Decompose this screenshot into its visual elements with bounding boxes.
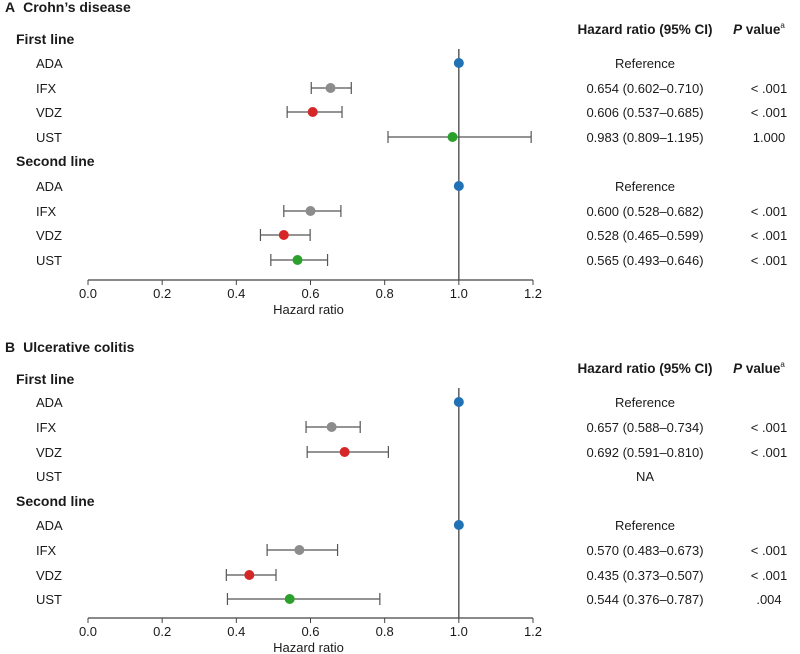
hr-ci-value: Reference — [615, 179, 675, 194]
panel-title-text: Ulcerative colitis — [23, 339, 134, 355]
p-value: < .001 — [751, 543, 788, 558]
p-value: .004 — [756, 592, 781, 607]
hr-ci-value: 0.570 (0.483–0.673) — [586, 543, 703, 558]
p-value-footnote-marker: a — [780, 360, 785, 369]
p-value-column-header: P valuea — [733, 21, 785, 37]
hr-ci-value: 0.606 (0.537–0.685) — [586, 105, 703, 120]
drug-label: VDZ — [36, 105, 62, 120]
hazard-ratio-point — [453, 397, 464, 407]
panel-title: A Crohn’s disease — [5, 0, 131, 15]
p-value: < .001 — [751, 445, 788, 460]
hazard-ratio-point — [326, 422, 337, 432]
hr-ci-value: Reference — [615, 395, 675, 410]
p-value-word: value — [742, 22, 781, 37]
hr-ci-value: Reference — [615, 56, 675, 71]
p-value-column-header: P valuea — [733, 360, 785, 376]
hr-ci-value: 0.983 (0.809–1.195) — [586, 130, 703, 145]
panel-letter: B — [5, 339, 15, 355]
x-tick-label: 0.6 — [301, 624, 319, 639]
hazard-ratio-point — [305, 206, 316, 216]
drug-label: ADA — [36, 518, 63, 533]
hazard-ratio-point — [284, 594, 295, 604]
hr-ci-value: 0.544 (0.376–0.787) — [586, 592, 703, 607]
group-label: First line — [16, 31, 75, 47]
hr-ci-value: 0.600 (0.528–0.682) — [586, 204, 703, 219]
p-value: < .001 — [751, 253, 788, 268]
drug-label: IFX — [36, 81, 57, 96]
hr-ci-value: 0.657 (0.588–0.734) — [586, 420, 703, 435]
p-value: < .001 — [751, 568, 788, 583]
panel-title: B Ulcerative colitis — [5, 339, 135, 355]
hr-ci-value: 0.692 (0.591–0.810) — [586, 445, 703, 460]
hr-ci-value: NA — [636, 469, 654, 484]
x-tick-label: 0.4 — [227, 624, 245, 639]
drug-label: IFX — [36, 420, 57, 435]
drug-label: IFX — [36, 543, 57, 558]
x-tick-label: 0.2 — [153, 286, 171, 301]
hr-ci-value: 0.528 (0.465–0.599) — [586, 228, 703, 243]
x-tick-label: 0.8 — [376, 624, 394, 639]
drug-label: IFX — [36, 204, 57, 219]
x-axis-label: Hazard ratio — [273, 640, 344, 654]
hazard-ratio-point — [294, 545, 305, 555]
hazard-ratio-point — [453, 181, 464, 191]
hr-ci-value: Reference — [615, 518, 675, 533]
drug-label: VDZ — [36, 228, 62, 243]
x-axis-label: Hazard ratio — [273, 302, 344, 317]
hazard-ratio-point — [278, 230, 289, 240]
p-value-word: value — [742, 361, 781, 376]
p-value: 1.000 — [753, 130, 786, 145]
hr-ci-value: 0.435 (0.373–0.507) — [586, 568, 703, 583]
hazard-ratio-point — [325, 83, 336, 93]
drug-label: ADA — [36, 56, 63, 71]
p-value: < .001 — [751, 105, 788, 120]
hazard-ratio-point — [453, 58, 464, 68]
panel-title-text: Crohn’s disease — [23, 0, 131, 15]
group-label: First line — [16, 371, 75, 387]
drug-label: VDZ — [36, 445, 62, 460]
hr-ci-value: 0.565 (0.493–0.646) — [586, 253, 703, 268]
drug-label: ADA — [36, 395, 63, 410]
x-tick-label: 1.0 — [450, 286, 468, 301]
panel-b: B Ulcerative colitis Hazard ratio (95% CI)… — [5, 339, 787, 654]
drug-label: VDZ — [36, 568, 62, 583]
x-tick-label: 0.0 — [79, 286, 97, 301]
drug-label: UST — [36, 130, 62, 145]
drug-label: UST — [36, 253, 62, 268]
x-tick-label: 1.0 — [450, 624, 468, 639]
x-tick-label: 0.8 — [376, 286, 394, 301]
hazard-ratio-point — [292, 255, 303, 265]
hazard-ratio-point — [244, 570, 255, 580]
p-value: < .001 — [751, 81, 788, 96]
p-value-footnote-marker: a — [780, 21, 785, 30]
group-label: Second line — [16, 153, 95, 169]
hazard-ratio-point — [339, 447, 350, 457]
drug-label: UST — [36, 469, 62, 484]
x-tick-label: 0.4 — [227, 286, 245, 301]
hazard-ratio-point — [453, 520, 464, 530]
group-label: Second line — [16, 493, 95, 509]
x-tick-label: 0.6 — [301, 286, 319, 301]
drug-label: UST — [36, 592, 62, 607]
hr-ci-value: 0.654 (0.602–0.710) — [586, 81, 703, 96]
panel-letter: A — [5, 0, 15, 15]
p-value: < .001 — [751, 420, 788, 435]
x-tick-label: 1.2 — [524, 624, 542, 639]
hazard-ratio-point — [447, 132, 458, 142]
panel-a: A Crohn’s disease Hazard ratio (95% CI) P v… — [5, 0, 787, 317]
hazard-ratio-point — [307, 107, 318, 117]
drug-label: ADA — [36, 179, 63, 194]
p-letter: P — [733, 22, 743, 37]
hr-ci-column-header: Hazard ratio (95% CI) — [577, 361, 712, 376]
p-value: < .001 — [751, 228, 788, 243]
p-letter: P — [733, 361, 743, 376]
p-value: < .001 — [751, 204, 788, 219]
x-tick-label: 0.0 — [79, 624, 97, 639]
x-tick-label: 1.2 — [524, 286, 542, 301]
hr-ci-column-header: Hazard ratio (95% CI) — [577, 22, 712, 37]
x-tick-label: 0.2 — [153, 624, 171, 639]
